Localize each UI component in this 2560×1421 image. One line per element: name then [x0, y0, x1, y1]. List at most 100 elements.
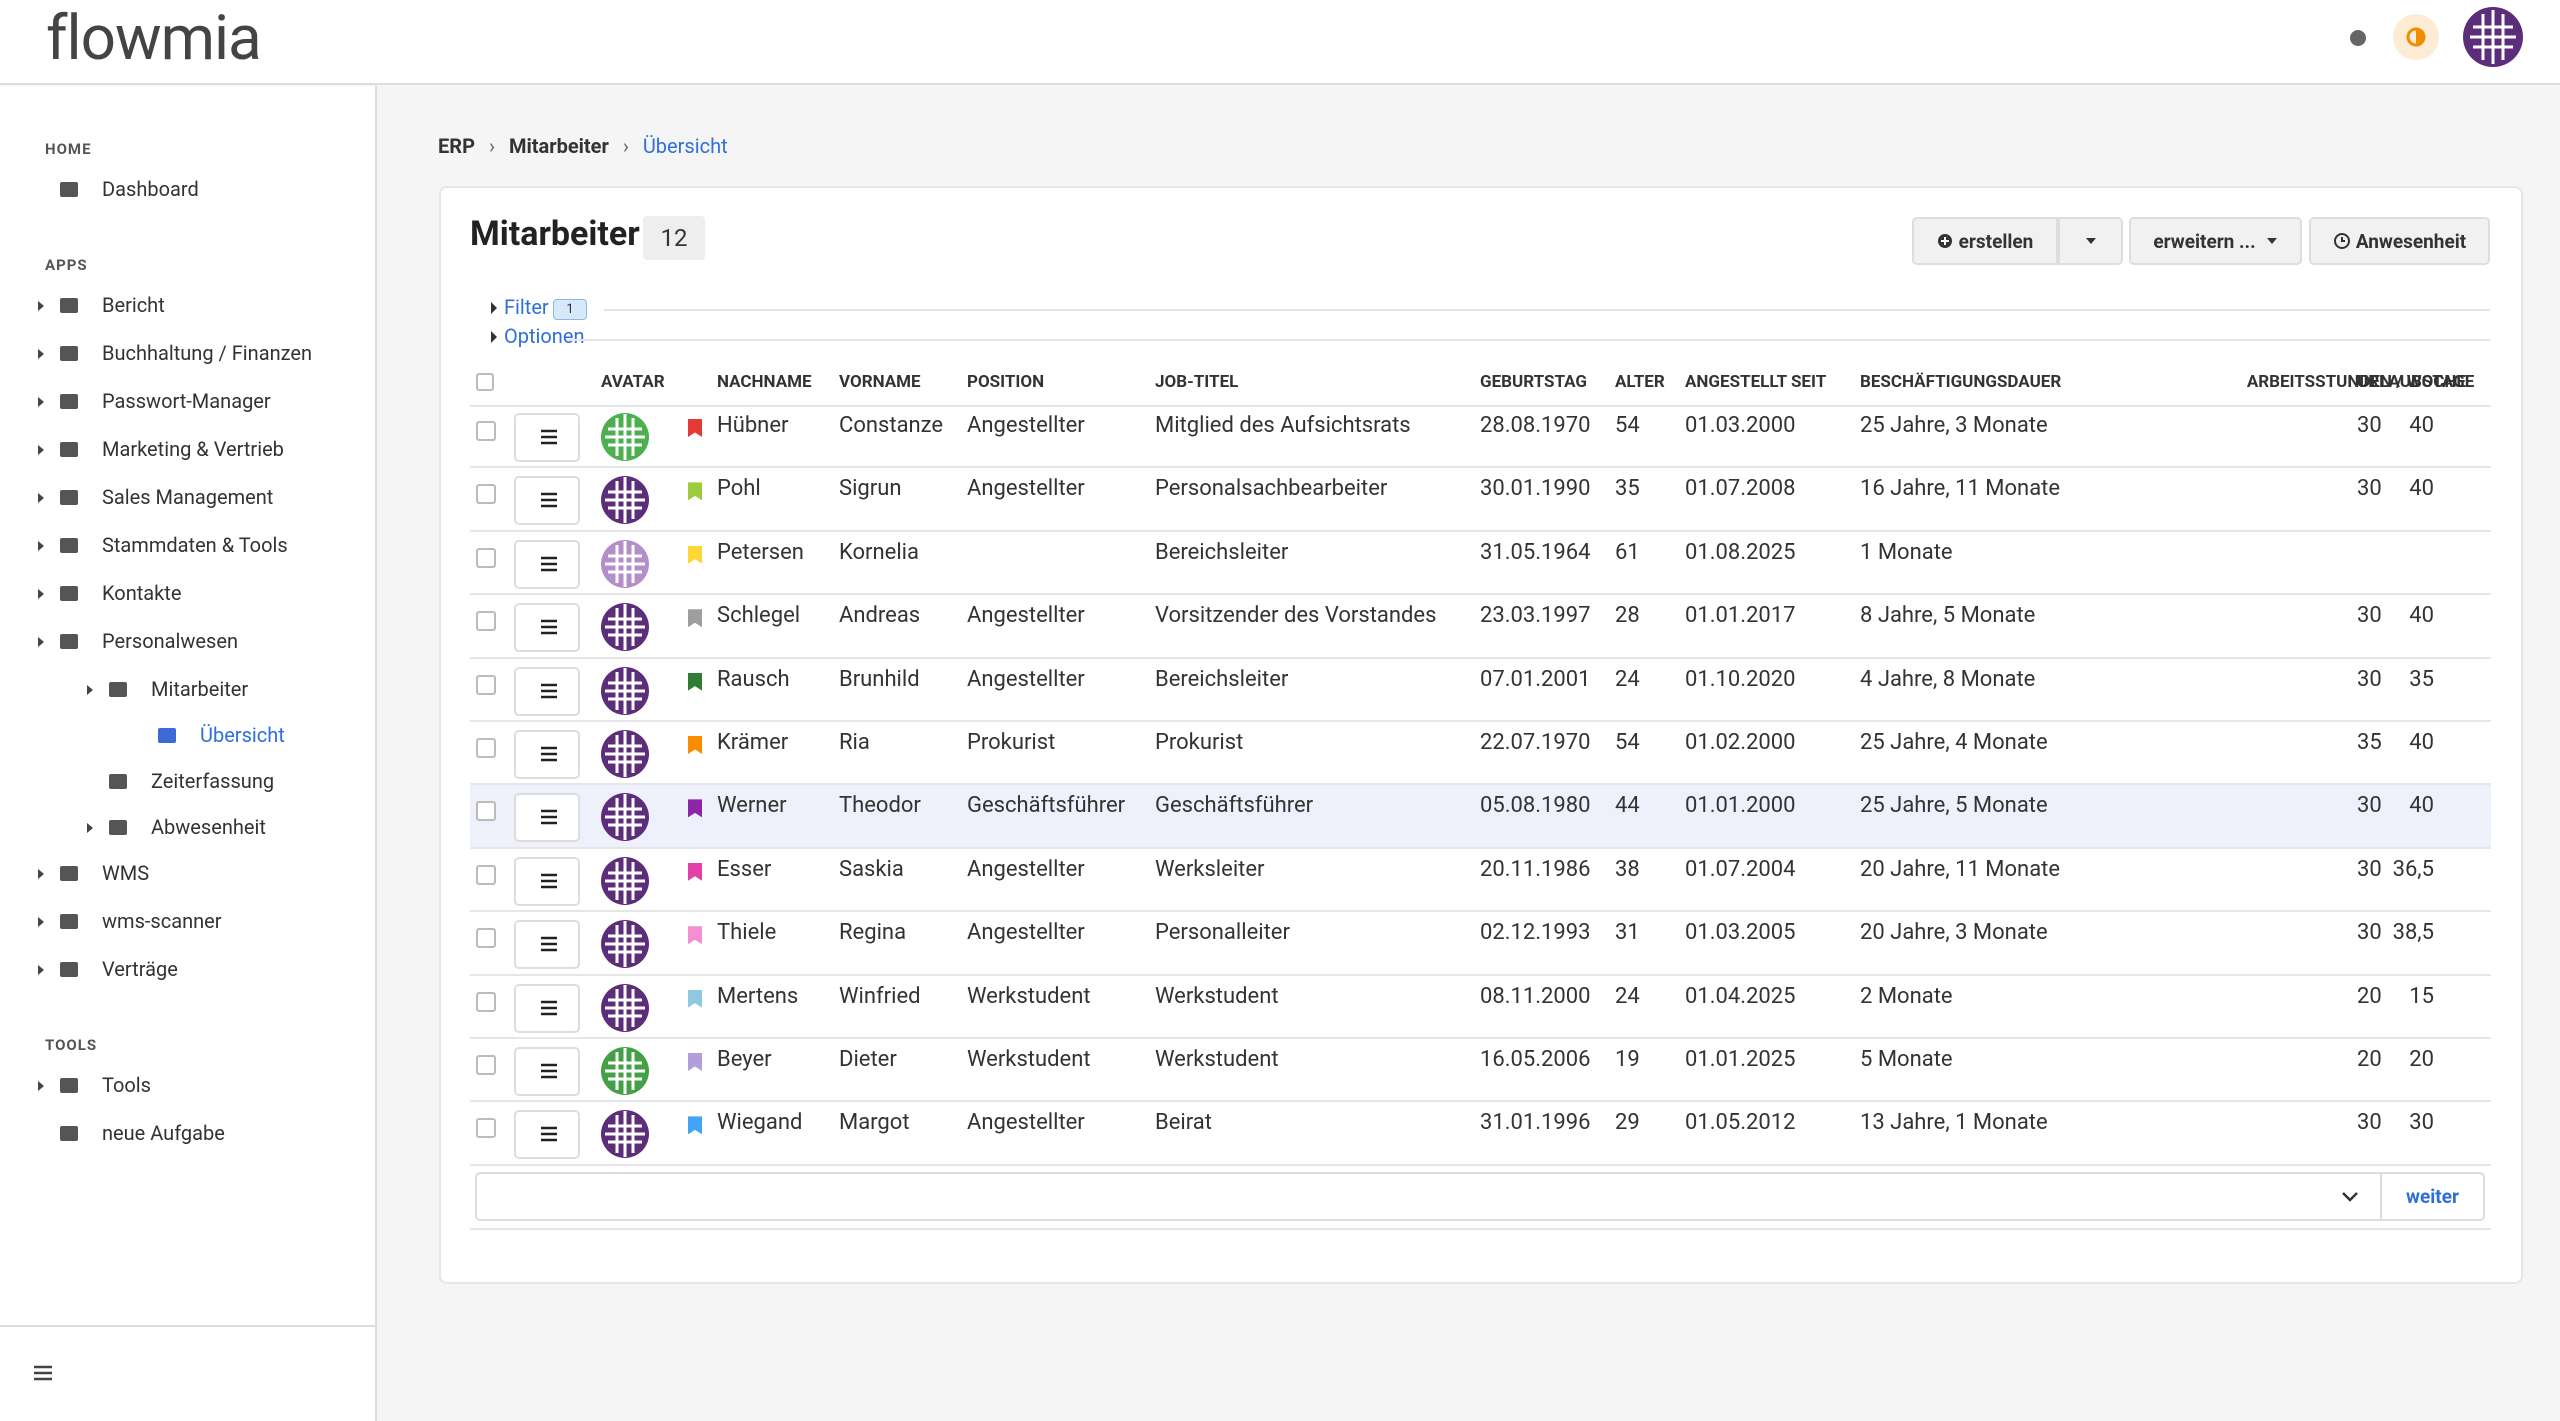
pagination-select[interactable] [475, 1172, 2382, 1221]
column-header: POSITION [967, 372, 1045, 392]
cell: Brunhild [839, 666, 920, 692]
cell: 38 [1615, 856, 1640, 882]
menu-toggle[interactable] [32, 1363, 54, 1383]
cell: Saskia [839, 856, 904, 882]
row-menu-button[interactable] [514, 730, 580, 779]
avatar [600, 602, 650, 656]
nav-item[interactable]: Marketing & Vertrieb [102, 437, 284, 461]
avatar [600, 412, 650, 466]
table-row[interactable]: Thiele Regina Angestellter Personalleiter 02… [470, 912, 2491, 976]
nav-icon [60, 490, 78, 505]
absence-button[interactable]: Anwesenheit [2309, 217, 2490, 265]
nav-item[interactable]: Tools [102, 1073, 151, 1097]
nav-item[interactable]: Dashboard [102, 177, 199, 201]
toggle-link[interactable]: Filter [504, 295, 549, 319]
extend-button[interactable]: erweitern ... [2129, 217, 2302, 265]
logo[interactable]: flowmia [46, 2, 262, 75]
cell: 16.05.2006 [1480, 1047, 1591, 1072]
row-menu-button[interactable] [514, 1110, 580, 1160]
create-button[interactable]: erstellen [1912, 217, 2058, 265]
checkbox[interactable] [476, 611, 496, 632]
nav-item[interactable]: neue Aufgabe [102, 1121, 225, 1145]
table-row[interactable]: Petersen Kornelia Bereichsleiter 31.05.1964… [470, 532, 2491, 596]
breadcrumb-item[interactable]: Mitarbeiter [508, 134, 609, 158]
toggle-link[interactable]: Optionen [504, 324, 585, 348]
cell: 05.08.1980 [1480, 793, 1591, 819]
nav-item[interactable]: Bericht [102, 293, 165, 317]
table-row[interactable]: Rausch Brunhild Angestellter Bereichsleiter… [470, 659, 2491, 722]
cell: 01.10.2020 [1685, 666, 1796, 692]
user-avatar[interactable] [2462, 6, 2524, 68]
cell: 30.01.1990 [1480, 476, 1591, 502]
nav-item[interactable]: Zeiterfassung [151, 769, 275, 793]
cell: 30 [2357, 476, 2382, 502]
cell: Petersen [717, 539, 804, 565]
cell: 20 Jahre, 11 Monate [1860, 856, 2061, 882]
nav-icon [158, 728, 176, 743]
row-menu-button[interactable] [514, 476, 580, 526]
nav-item[interactable]: Kontakte [102, 581, 182, 605]
nav-item[interactable]: Passwort-Manager [102, 389, 271, 413]
checkbox[interactable] [476, 928, 496, 949]
row-menu-button[interactable] [514, 983, 580, 1033]
cell: 38,5 [2392, 920, 2434, 946]
row-menu-button[interactable] [514, 666, 580, 716]
table-row[interactable]: Beyer Dieter Werkstudent Werkstudent 16.05.2… [470, 1039, 2491, 1103]
table-row[interactable]: Mertens Winfried Werkstudent Werkstudent 08.… [470, 976, 2491, 1039]
expand-arrow [38, 869, 44, 879]
cell: 20 [2409, 1047, 2434, 1072]
nav-item[interactable]: Abwesenheit [151, 815, 266, 839]
flag [688, 482, 702, 501]
next-button[interactable]: weiter [2382, 1172, 2485, 1221]
row-menu-button[interactable] [514, 539, 580, 589]
row-menu-button[interactable] [514, 1047, 580, 1096]
checkbox[interactable] [476, 1055, 496, 1075]
cell: Beyer [717, 1047, 772, 1072]
breadcrumb-item[interactable]: Übersicht [642, 134, 728, 158]
checkbox[interactable] [476, 674, 496, 695]
nav-item[interactable]: Sales Management [102, 485, 274, 509]
checkbox[interactable] [476, 373, 494, 391]
nav-item[interactable]: WMS [102, 861, 150, 885]
table-row[interactable]: Pohl Sigrun Angestellter Personalsachbearbe… [470, 468, 2491, 532]
table-row[interactable]: Krämer Ria Prokurist Prokurist 22.07.1970 54 0… [470, 722, 2491, 786]
theme-toggle[interactable] [2392, 13, 2440, 61]
row-menu-button[interactable] [514, 603, 580, 653]
nav-item[interactable]: Mitarbeiter [151, 677, 249, 701]
nav-item[interactable]: Verträge [102, 957, 178, 981]
cell: 30 [2357, 603, 2382, 629]
nav-item[interactable]: wms-scanner [102, 909, 222, 933]
table-row[interactable]: Wiegand Margot Angestellter Beirat 31.01.199… [470, 1102, 2491, 1166]
row-menu-button[interactable] [514, 793, 580, 843]
table-row[interactable]: Schlegel Andreas Angestellter Vorsitzender … [470, 595, 2491, 659]
nav-item[interactable]: Übersicht [200, 723, 285, 747]
cell: 08.11.2000 [1480, 983, 1591, 1009]
nav-icon [60, 866, 78, 881]
nav-item[interactable]: Buchhaltung / Finanzen [102, 341, 313, 365]
checkbox[interactable] [476, 801, 496, 822]
table-row[interactable]: Werner Theodor Geschäftsführer Geschäftsfüh… [470, 785, 2491, 849]
checkbox[interactable] [476, 547, 496, 568]
row-menu-button[interactable] [514, 856, 580, 906]
table-row[interactable]: Esser Saskia Angestellter Werksleiter 20.11.… [470, 849, 2491, 913]
checkbox[interactable] [476, 484, 496, 505]
cell: Mitglied des Aufsichtsrats [1155, 413, 1411, 438]
checkbox[interactable] [476, 1118, 496, 1139]
cell: Winfried [839, 983, 921, 1009]
checkbox[interactable] [476, 991, 496, 1012]
globe-icon[interactable] [2346, 26, 2370, 50]
nav-icon [60, 914, 78, 929]
nav-item[interactable]: Personalwesen [102, 629, 238, 653]
breadcrumb-item[interactable]: ERP [438, 134, 475, 158]
row-menu-button[interactable] [514, 413, 580, 462]
table-row[interactable]: Hübner Constanze Angestellter Mitglied des … [470, 405, 2491, 469]
cell: 30 [2409, 1110, 2434, 1136]
checkbox[interactable] [476, 421, 496, 441]
nav-item[interactable]: Stammdaten & Tools [102, 533, 288, 557]
create-dropdown[interactable] [2058, 217, 2123, 265]
cell: 07.01.2001 [1480, 666, 1591, 692]
checkbox[interactable] [476, 738, 496, 758]
row-menu-button[interactable] [514, 920, 580, 970]
checkbox[interactable] [476, 864, 496, 885]
cell: 36,5 [2392, 856, 2434, 882]
